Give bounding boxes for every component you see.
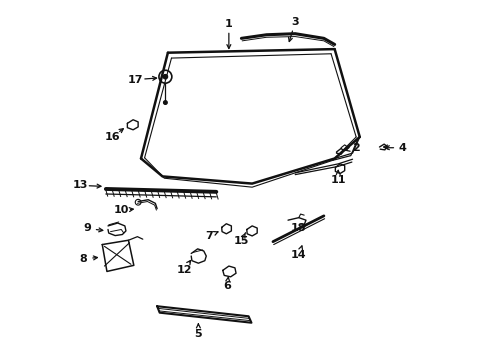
Text: 4: 4 (399, 143, 407, 153)
Text: 8: 8 (80, 254, 88, 264)
Text: 17: 17 (128, 75, 144, 85)
Text: 13: 13 (73, 180, 88, 190)
Text: 18: 18 (291, 224, 307, 233)
Text: 16: 16 (104, 132, 120, 142)
Text: 11: 11 (330, 175, 346, 185)
Text: 9: 9 (83, 224, 91, 233)
Circle shape (163, 75, 168, 79)
Text: 10: 10 (114, 206, 129, 216)
Text: 12: 12 (176, 265, 192, 275)
Text: 6: 6 (223, 281, 231, 291)
Circle shape (164, 101, 167, 104)
Text: 1: 1 (225, 19, 233, 29)
Text: 7: 7 (205, 231, 213, 240)
Text: 2: 2 (352, 143, 360, 153)
Text: 5: 5 (195, 329, 202, 339)
Text: 14: 14 (291, 250, 307, 260)
Text: 3: 3 (292, 17, 299, 27)
Text: 15: 15 (234, 236, 249, 246)
